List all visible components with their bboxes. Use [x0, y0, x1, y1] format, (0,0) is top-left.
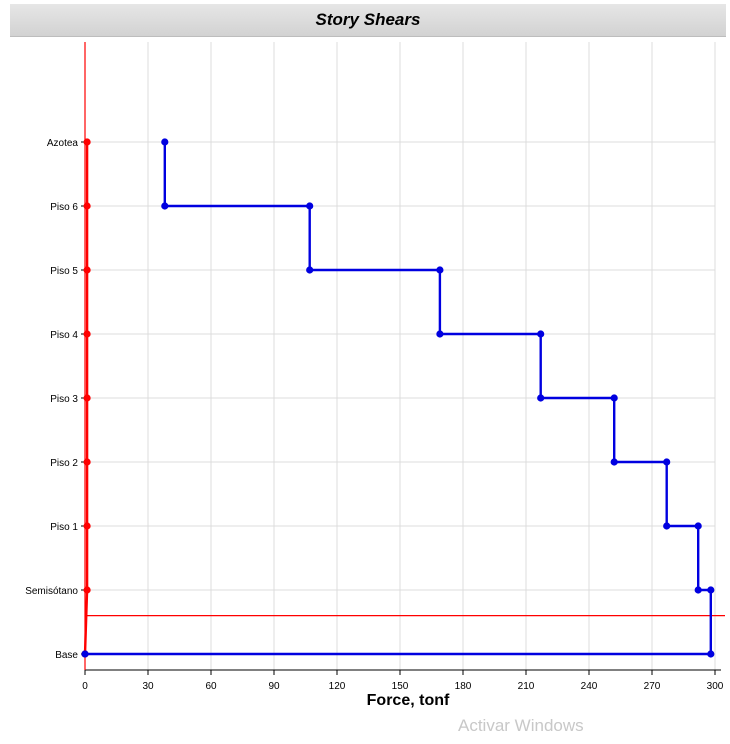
data-point — [161, 202, 169, 210]
data-point — [306, 266, 314, 274]
data-point — [83, 330, 91, 338]
data-point — [663, 522, 671, 530]
y-tick-label: Piso 6 — [50, 202, 78, 213]
activation-watermark: Activar Windows — [458, 716, 584, 735]
x-tick-label: 150 — [392, 681, 409, 692]
data-point — [83, 266, 91, 274]
y-tick-label: Base — [55, 650, 78, 661]
x-tick-label: 300 — [707, 681, 724, 692]
y-tick-label: Piso 5 — [50, 266, 78, 277]
y-tick-labels: Azotea Piso 6 Piso 5 Piso 4 Piso 3 Piso 2 Piso… — [25, 138, 78, 661]
data-point — [436, 330, 444, 338]
x-tick-label: 90 — [268, 681, 280, 692]
data-point — [707, 586, 715, 594]
x-tick-label: 240 — [581, 681, 598, 692]
x-tick-label: 30 — [142, 681, 154, 692]
title-bar: Story Shears — [10, 4, 726, 37]
x-tick-label: 120 — [329, 681, 346, 692]
series — [81, 138, 715, 658]
data-point — [83, 394, 91, 402]
data-point — [83, 458, 91, 466]
data-point — [83, 586, 91, 594]
x-tick-label: 0 — [82, 681, 88, 692]
chart-title: Story Shears — [315, 10, 421, 29]
data-point — [694, 522, 702, 530]
data-point — [610, 458, 618, 466]
y-tick-label: Piso 1 — [50, 522, 78, 533]
data-point — [694, 586, 702, 594]
x-tick-label: 180 — [455, 681, 472, 692]
y-tick-label: Piso 2 — [50, 458, 78, 469]
data-point — [81, 650, 89, 658]
data-point — [161, 138, 169, 146]
data-point — [83, 138, 91, 146]
x-tick-labels: 0 30 60 90 120 150 180 210 240 270 300 — [82, 681, 724, 692]
data-point — [663, 458, 671, 466]
data-point — [707, 650, 715, 658]
x-tick-label: 270 — [644, 681, 661, 692]
data-point — [83, 522, 91, 530]
data-point — [83, 202, 91, 210]
data-point — [537, 330, 545, 338]
y-tick-label: Semisótano — [25, 586, 78, 597]
data-point — [610, 394, 618, 402]
y-tick-label: Azotea — [47, 138, 79, 149]
axes — [81, 42, 721, 675]
data-point — [306, 202, 314, 210]
y-tick-label: Piso 4 — [50, 330, 78, 341]
data-point — [537, 394, 545, 402]
data-point — [436, 266, 444, 274]
grid — [85, 42, 716, 670]
x-tick-label: 210 — [518, 681, 535, 692]
x-tick-label: 60 — [205, 681, 217, 692]
y-tick-label: Piso 3 — [50, 394, 78, 405]
x-axis-title: Force, tonf — [367, 692, 450, 709]
